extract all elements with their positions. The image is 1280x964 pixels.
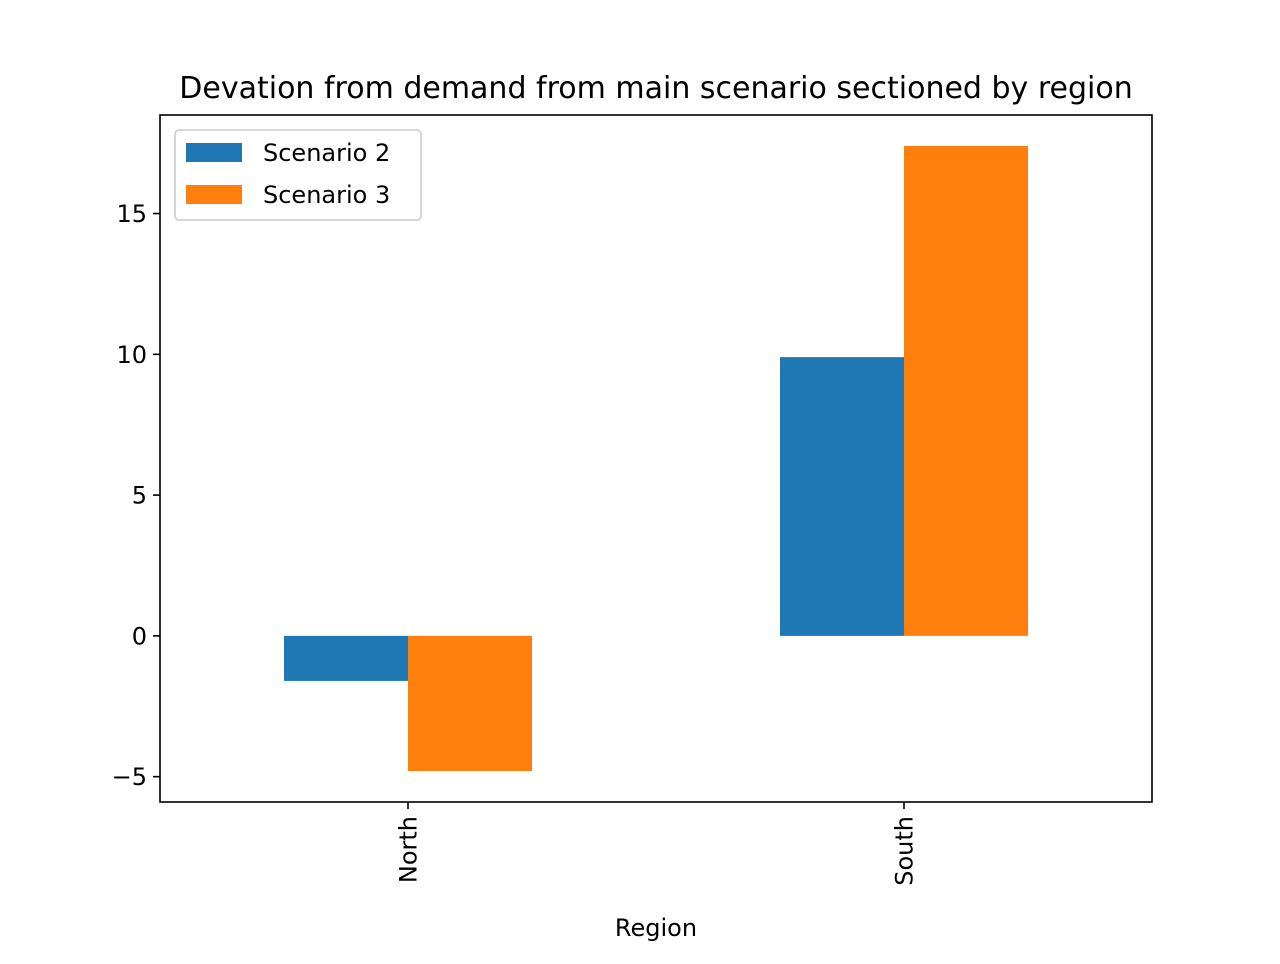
legend-label-scenario-2: Scenario 2 xyxy=(263,139,390,167)
bars-layer xyxy=(284,145,1028,772)
bar-scenario-2-north xyxy=(284,635,408,681)
x-axis: North South xyxy=(395,802,919,886)
bar-scenario-3-north xyxy=(408,635,532,772)
legend: Scenario 2 Scenario 3 xyxy=(174,129,422,221)
legend-swatch-scenario-3 xyxy=(186,185,242,204)
y-tick-label: 10 xyxy=(116,341,147,369)
y-axis: −5 0 5 10 15 xyxy=(112,200,160,791)
legend-swatch-scenario-2 xyxy=(186,143,242,162)
x-axis-label: Region xyxy=(615,914,697,942)
legend-label-scenario-3: Scenario 3 xyxy=(263,181,390,209)
x-tick-label-south: South xyxy=(891,816,919,886)
chart-title: Devation from demand from main scenario … xyxy=(179,71,1132,106)
x-tick-label-north: North xyxy=(395,816,423,883)
y-tick-label: −5 xyxy=(112,763,147,791)
y-tick-label: 0 xyxy=(132,622,147,650)
y-tick-label: 15 xyxy=(116,200,147,228)
bar-scenario-3-south xyxy=(904,145,1028,636)
y-tick-label: 5 xyxy=(132,482,147,510)
plot-area-frame xyxy=(159,114,1153,803)
bar-scenario-2-south xyxy=(780,357,904,636)
